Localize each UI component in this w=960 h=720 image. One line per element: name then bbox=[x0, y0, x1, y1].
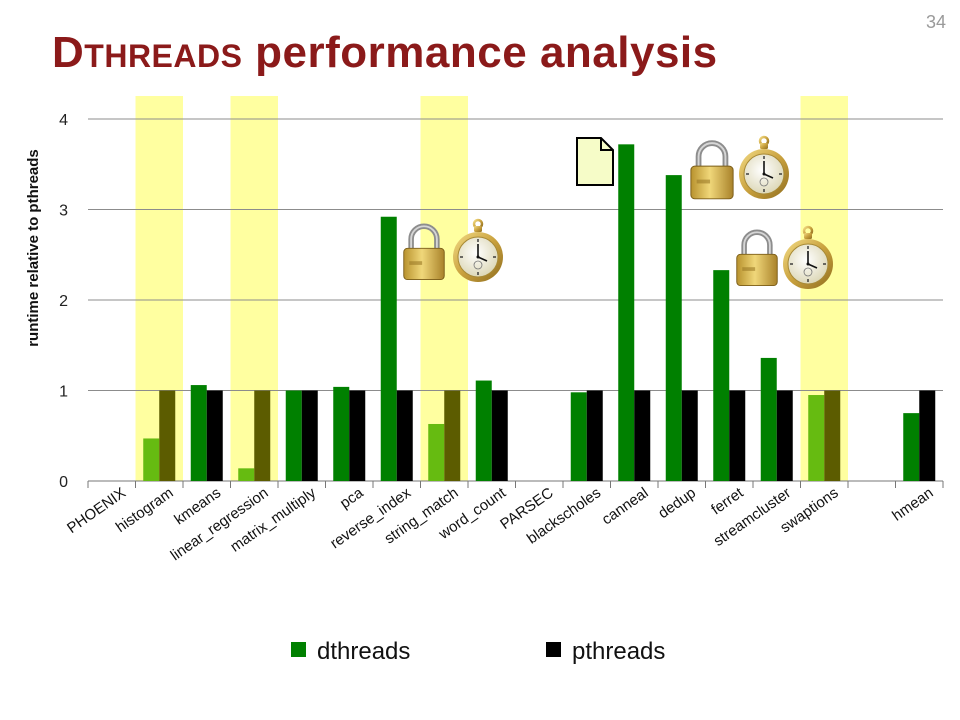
bar-pthreads-reverse_index bbox=[396, 390, 413, 481]
bar-pthreads-string_match bbox=[444, 390, 461, 481]
document-icon bbox=[576, 137, 614, 186]
bar-pthreads-pca bbox=[349, 390, 366, 481]
bar-pthreads-word_count bbox=[491, 390, 508, 481]
x-tick-label: ferret bbox=[708, 484, 747, 518]
y-tick-label: 3 bbox=[59, 203, 68, 220]
stopwatch-icon bbox=[737, 135, 791, 201]
title-rest: performance analysis bbox=[242, 28, 718, 77]
x-tick-label: hmean bbox=[889, 484, 936, 524]
legend-swatch-dthreads bbox=[291, 642, 306, 657]
y-axis-title: runtime relative to pthreads bbox=[25, 149, 42, 347]
x-tick-label: pca bbox=[337, 484, 367, 512]
bar-pthreads-kmeans bbox=[206, 390, 223, 481]
legend-label-pthreads: pthreads bbox=[572, 638, 665, 665]
bar-pthreads-ferret bbox=[729, 390, 746, 481]
bar-dthreads-histogram bbox=[143, 438, 160, 481]
bar-dthreads-pca bbox=[333, 386, 350, 481]
bar-pthreads-dedup bbox=[681, 390, 698, 481]
bar-dthreads-canneal bbox=[618, 144, 635, 481]
lock-icon bbox=[691, 143, 733, 199]
legend-label-dthreads: dthreads bbox=[317, 638, 410, 665]
bar-pthreads-linear_regression bbox=[254, 390, 271, 481]
bar-dthreads-swaptions bbox=[808, 395, 825, 481]
slide-title: DTHREADS performance analysis bbox=[52, 28, 718, 78]
lock-icon bbox=[737, 232, 777, 285]
x-tick-label: matrix_multiply bbox=[227, 484, 319, 556]
slide-number: 34 bbox=[925, 12, 946, 32]
bar-dthreads-kmeans bbox=[190, 385, 207, 481]
y-tick-label: 0 bbox=[59, 474, 68, 491]
bar-dthreads-hmean bbox=[903, 413, 920, 481]
y-tick-label: 2 bbox=[59, 293, 68, 310]
x-tick-label: canneal bbox=[599, 484, 652, 528]
bar-pthreads-matrix_multiply bbox=[301, 390, 318, 481]
bar-pthreads-streamcluster bbox=[776, 390, 793, 481]
bar-pthreads-canneal bbox=[634, 390, 651, 481]
legend-swatch-pthreads bbox=[546, 642, 561, 657]
x-tick-label: reverse_index bbox=[327, 484, 414, 552]
bar-pthreads-hmean bbox=[919, 390, 936, 481]
title-smallcaps: THREADS bbox=[84, 38, 243, 74]
bar-dthreads-blackscholes bbox=[570, 392, 587, 481]
bar-dthreads-ferret bbox=[713, 270, 730, 481]
bar-dthreads-matrix_multiply bbox=[285, 390, 302, 481]
y-tick-label: 1 bbox=[59, 384, 68, 401]
bar-dthreads-streamcluster bbox=[760, 357, 777, 481]
title-initial: D bbox=[52, 28, 85, 77]
bar-dthreads-dedup bbox=[665, 175, 682, 482]
bar-dthreads-reverse_index bbox=[380, 216, 397, 482]
y-tick-label: 4 bbox=[59, 112, 68, 129]
bar-pthreads-blackscholes bbox=[586, 390, 603, 481]
bar-pthreads-swaptions bbox=[824, 390, 841, 481]
bar-dthreads-string_match bbox=[428, 423, 445, 481]
x-tick-label: dedup bbox=[655, 484, 699, 522]
bar-dthreads-word_count bbox=[475, 380, 492, 481]
bar-pthreads-histogram bbox=[159, 390, 176, 481]
bar-dthreads-linear_regression bbox=[238, 468, 255, 481]
